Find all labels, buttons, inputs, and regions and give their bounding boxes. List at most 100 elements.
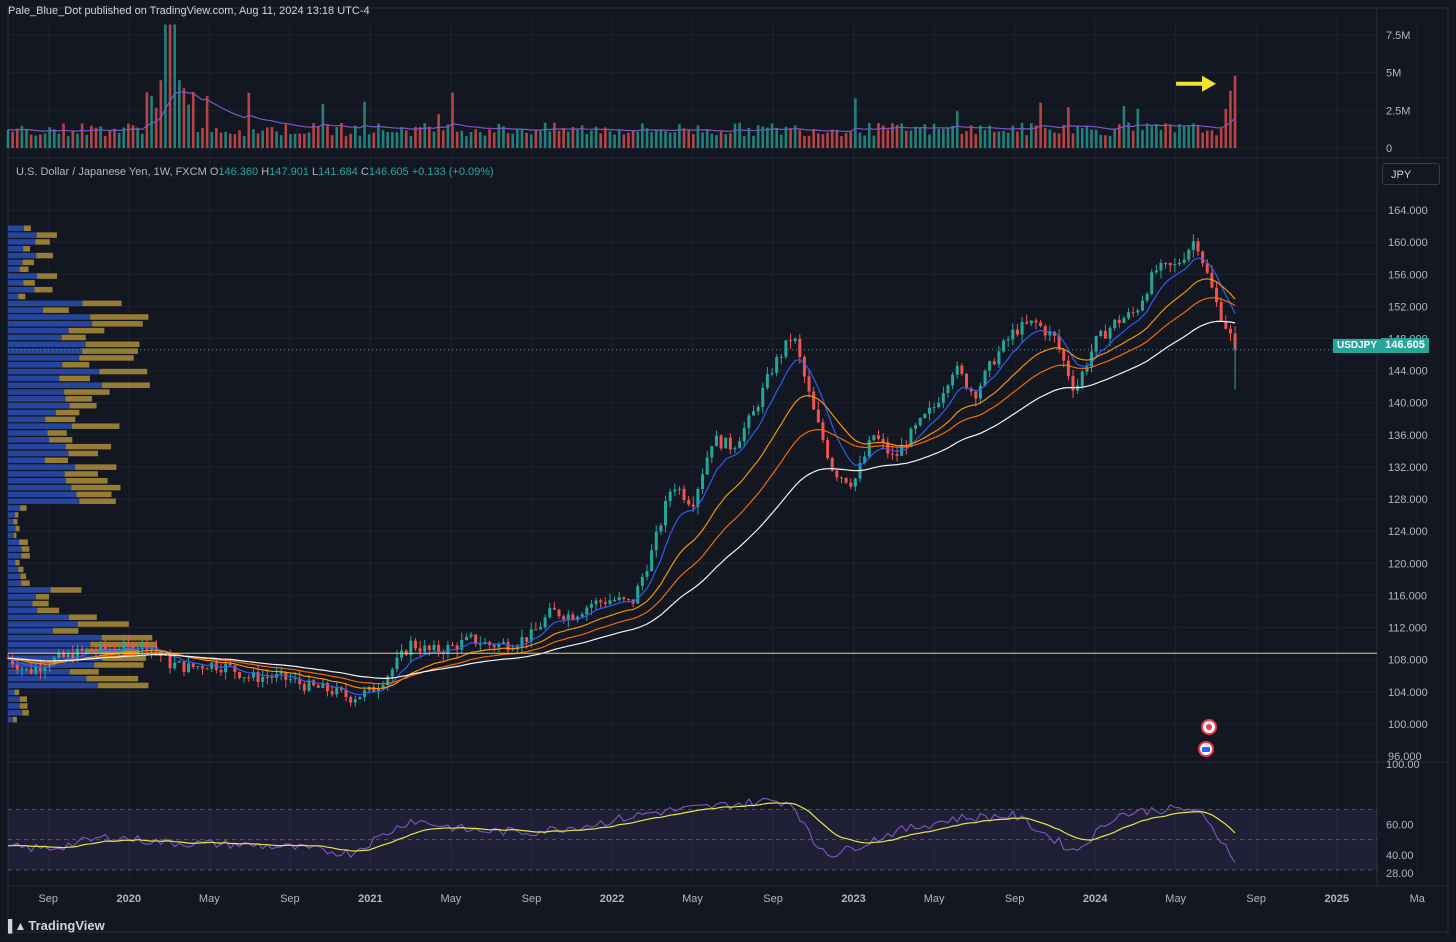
candle-body	[965, 373, 969, 389]
currency-button[interactable]: JPY	[1382, 163, 1440, 185]
profile-bar-gold	[59, 375, 90, 382]
candle-body	[279, 672, 283, 674]
volume-bar	[1030, 123, 1033, 148]
volume-bar	[506, 133, 510, 148]
candle-body	[1103, 330, 1107, 339]
volume-bar	[835, 129, 839, 148]
price-tick-label: 116.000	[1388, 590, 1427, 602]
volume-bar	[724, 134, 728, 148]
volume-bar	[1006, 132, 1010, 148]
candle-body	[603, 602, 607, 604]
tradingview-logo[interactable]: ▌▲ TradingView	[8, 918, 105, 933]
profile-bar-blue	[8, 225, 24, 232]
profile-bar-gold	[64, 389, 110, 395]
candle-body	[57, 652, 61, 658]
candle-body	[182, 661, 186, 673]
volume-bar	[965, 131, 968, 148]
us-flag-event-icon[interactable]	[1198, 741, 1214, 757]
volume-bar	[25, 129, 28, 148]
candle-body	[1085, 366, 1089, 372]
volume-tick-label: 5M	[1386, 68, 1401, 80]
volume-bar	[1090, 129, 1093, 148]
candle-body	[1108, 328, 1112, 339]
candle-body	[136, 649, 140, 653]
profile-bar-blue	[8, 594, 37, 600]
volume-bar	[270, 127, 274, 148]
candle-body	[1062, 349, 1066, 361]
volume-bar	[187, 104, 190, 148]
candle-body	[784, 340, 788, 357]
candle-body	[701, 474, 705, 489]
price-tick-label: 108.000	[1388, 655, 1428, 667]
volume-bar	[539, 130, 542, 148]
candle-body	[1043, 326, 1047, 336]
volume-bar	[451, 92, 454, 148]
volume-bar	[372, 132, 376, 148]
volume-bar	[1071, 133, 1075, 148]
volume-bar	[849, 131, 853, 148]
candle-body	[85, 648, 89, 651]
profile-bar-blue	[8, 587, 51, 593]
economic-event-icon[interactable]	[1201, 719, 1217, 735]
profile-bar-gold	[36, 232, 57, 238]
volume-bar	[1034, 125, 1038, 148]
candle-body	[196, 666, 200, 668]
volume-bar	[650, 132, 653, 148]
candle-body	[673, 489, 677, 492]
candle-body	[1071, 376, 1075, 391]
candle-body	[849, 482, 853, 487]
x-tick-label: Sep	[1005, 893, 1025, 905]
volume-bar	[367, 134, 371, 148]
price-tick-label: 152.000	[1388, 301, 1428, 313]
volume-bar	[196, 132, 200, 148]
volume-bar	[979, 125, 982, 148]
profile-bar-blue	[8, 382, 103, 388]
volume-bar	[386, 132, 389, 148]
x-tick-label: 2023	[841, 893, 865, 905]
candle-body	[238, 672, 242, 678]
candle-body	[830, 458, 834, 471]
volume-bar	[80, 123, 84, 148]
volume-bar	[997, 131, 1001, 148]
volume-bar	[668, 132, 672, 148]
volume-bar	[1104, 135, 1107, 148]
volume-bar	[654, 129, 658, 148]
candle-body	[117, 651, 121, 653]
candle-body	[728, 437, 732, 450]
profile-bar-blue	[8, 716, 14, 723]
volume-bar	[877, 123, 880, 148]
volume-bar	[76, 133, 79, 148]
candle-body	[455, 645, 459, 650]
profile-bar-gold	[75, 464, 117, 470]
candle-body	[469, 634, 473, 637]
profile-bar-blue	[8, 484, 72, 491]
profile-bar-gold	[82, 300, 122, 307]
profile-bar-gold	[23, 246, 31, 252]
volume-bar	[1192, 123, 1195, 148]
volume-bar	[289, 134, 292, 148]
moving-averages	[7, 257, 1377, 696]
volume-bar	[1201, 132, 1204, 148]
volume-bar	[747, 127, 751, 148]
volume-bar	[923, 124, 927, 148]
candle-body	[566, 614, 570, 620]
volume-bar	[191, 91, 195, 148]
volume-bar	[1113, 129, 1116, 148]
candle-body	[881, 438, 885, 443]
candle-body	[1052, 331, 1056, 336]
legend-open: 146.360	[218, 166, 259, 178]
x-tick-label: May	[441, 893, 462, 905]
candle-body	[261, 676, 265, 682]
volume-bar	[1057, 133, 1061, 148]
candle-body	[1099, 330, 1103, 336]
candle-body	[659, 525, 663, 532]
candle-body	[358, 696, 362, 700]
legend-high-label: H	[261, 166, 270, 178]
volume-bar	[881, 125, 885, 148]
volume-bar	[738, 122, 741, 148]
volume-bar	[57, 133, 61, 148]
symbol-legend: U.S. Dollar / Japanese Yen, 1W, FXCM O14…	[16, 166, 494, 178]
volume-bar	[719, 131, 723, 148]
price-tick-label: 104.000	[1388, 687, 1428, 699]
candle-body	[585, 607, 589, 615]
